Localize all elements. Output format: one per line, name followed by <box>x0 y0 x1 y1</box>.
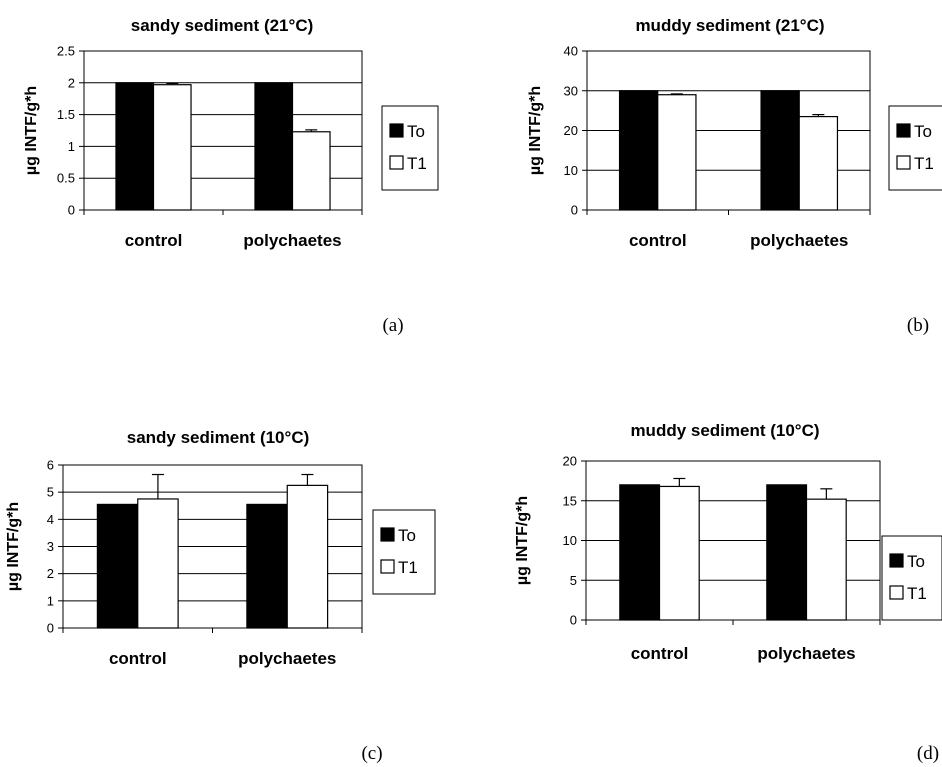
legend-box <box>372 509 436 595</box>
bar-t1-control <box>152 84 192 211</box>
bar-to-polychaetes <box>760 90 800 211</box>
bar-to-control <box>115 82 155 211</box>
legend-swatch-to <box>896 123 911 138</box>
legend-swatch-to <box>889 553 904 568</box>
y-tick-label: 1.5 <box>57 107 75 122</box>
panel-label: (d) <box>917 743 939 764</box>
bar-to-control <box>96 503 139 629</box>
category-label: polychaetes <box>238 649 336 668</box>
y-tick-label: 2 <box>68 75 75 90</box>
bar-to-control <box>618 90 659 211</box>
legend-label-t1: T1 <box>914 154 934 173</box>
legend-swatch-to <box>380 527 395 542</box>
legend-label-t1: T1 <box>407 154 427 173</box>
legend-swatch-t1 <box>896 155 911 170</box>
chart-title: muddy sediment (10°C) <box>630 421 819 440</box>
chart-title: sandy sediment (10°C) <box>127 428 310 447</box>
y-axis-label: µg INTF/g*h <box>527 86 544 175</box>
y-axis-label: µg INTF/g*h <box>23 86 40 175</box>
y-tick-label: 30 <box>564 83 578 98</box>
legend: To T1 <box>888 105 942 191</box>
y-axis-label: µg INTF/g*h <box>5 502 22 591</box>
legend-label-to: To <box>907 552 925 571</box>
y-tick-label: 40 <box>564 44 578 59</box>
y-tick-label: 1 <box>68 139 75 154</box>
panel-label: (b) <box>907 315 929 336</box>
legend-swatch-to <box>389 123 404 138</box>
y-tick-label: 1 <box>47 593 54 608</box>
category-label: polychaetes <box>750 231 848 250</box>
category-label: control <box>125 231 183 250</box>
chart-title: sandy sediment (21°C) <box>131 16 314 35</box>
legend-label-t1: T1 <box>398 558 418 577</box>
y-tick-label: 0.5 <box>57 171 75 186</box>
category-label: control <box>629 231 687 250</box>
y-tick-label: 0 <box>570 613 577 628</box>
bar-to-polychaetes <box>766 484 808 621</box>
y-tick-label: 5 <box>570 573 577 588</box>
legend: To T1 <box>881 535 942 621</box>
chart-panel-3: muddy sediment (10°C) 0 5 10 15 20 control poly… <box>514 421 942 764</box>
legend-box <box>888 105 942 191</box>
category-label: control <box>109 649 167 668</box>
legend-swatch-t1 <box>389 155 404 170</box>
legend-box <box>381 105 439 191</box>
y-tick-label: 10 <box>563 533 577 548</box>
y-axis-label: µg INTF/g*h <box>514 496 531 585</box>
bar-t1-polychaetes <box>291 131 331 211</box>
bar-to-control <box>619 484 661 621</box>
y-tick-label: 3 <box>47 539 54 554</box>
bar-t1-control <box>137 498 179 629</box>
bar-t1-polychaetes <box>805 498 847 621</box>
bar-t1-control <box>658 485 700 621</box>
legend: To T1 <box>372 509 436 595</box>
bar-t1-control <box>657 94 697 211</box>
legend-box <box>881 535 942 621</box>
y-tick-label: 2 <box>47 566 54 581</box>
y-tick-label: 0 <box>68 203 75 218</box>
chart-panel-2: sandy sediment (10°C) 0 1 2 3 4 5 6 control polyc… <box>5 428 436 764</box>
y-tick-label: 10 <box>564 163 578 178</box>
legend-swatch-t1 <box>889 585 904 600</box>
legend-swatch-t1 <box>380 559 395 574</box>
legend: To T1 <box>381 105 439 191</box>
y-tick-label: 20 <box>564 123 578 138</box>
y-tick-label: 20 <box>563 454 577 469</box>
bar-t1-polychaetes <box>286 484 329 629</box>
legend-label-to: To <box>407 122 425 141</box>
category-label: polychaetes <box>243 231 341 250</box>
panel-label: (c) <box>361 743 382 764</box>
chart-title: muddy sediment (21°C) <box>635 16 824 35</box>
panel-label: (a) <box>382 315 403 336</box>
bar-t1-polychaetes <box>798 115 839 211</box>
bar-to-polychaetes <box>246 503 288 629</box>
y-tick-label: 0 <box>571 203 578 218</box>
category-label: polychaetes <box>757 644 855 663</box>
legend-label-t1: T1 <box>907 584 927 603</box>
chart-panel-0: sandy sediment (21°C) 0 0.5 1 1.5 2 2.5 control… <box>23 16 439 336</box>
chart-panel-1: muddy sediment (21°C) 0 10 20 30 40 control pol… <box>527 16 942 336</box>
y-tick-label: 0 <box>47 621 54 636</box>
y-tick-label: 6 <box>47 458 54 473</box>
legend-label-to: To <box>398 526 416 545</box>
y-tick-label: 5 <box>47 485 54 500</box>
y-tick-label: 4 <box>47 512 54 527</box>
y-tick-label: 2.5 <box>57 44 75 59</box>
y-tick-label: 15 <box>563 493 577 508</box>
category-label: control <box>631 644 689 663</box>
bar-to-polychaetes <box>254 82 294 211</box>
legend-label-to: To <box>914 122 932 141</box>
